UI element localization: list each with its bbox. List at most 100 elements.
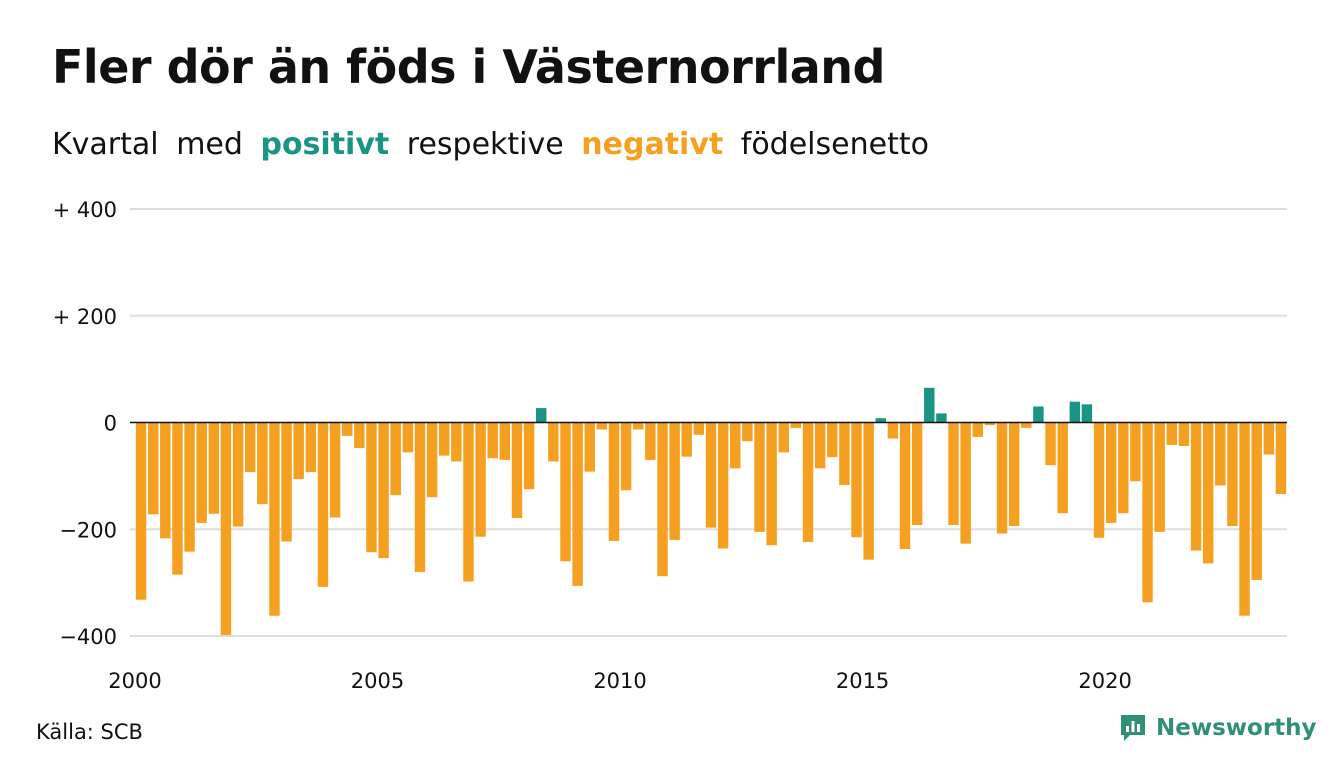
bar — [402, 422, 414, 453]
subtitle-text-respektive: respektive — [406, 127, 564, 162]
bar — [681, 422, 692, 457]
bar — [160, 422, 171, 539]
subtitle-text-kvartal: Kvartal — [52, 127, 159, 162]
bar — [766, 422, 777, 546]
bar — [717, 422, 729, 549]
bar — [972, 422, 983, 437]
chart-subtitle: Kvartal med positivt respektive negativt… — [52, 127, 929, 162]
bar — [1033, 406, 1044, 423]
bar — [1142, 422, 1153, 603]
bar — [293, 422, 304, 480]
bar — [378, 422, 389, 559]
bar — [839, 422, 850, 485]
bar — [390, 422, 401, 496]
bar — [439, 422, 450, 456]
bar — [305, 422, 317, 473]
bar — [1057, 422, 1068, 514]
newsworthy-brand: Newsworthy — [1118, 712, 1317, 744]
bar — [487, 422, 498, 459]
bar — [814, 422, 826, 469]
bar — [1263, 422, 1275, 455]
x-tick-label: 2010 — [593, 669, 646, 693]
bar — [790, 422, 802, 428]
bar-chart: + 400 + 200 0 −200 −400 2000 2005 2010 2015 2020 — [53, 198, 1287, 693]
bar — [354, 422, 365, 449]
subtitle-text-med: med — [176, 127, 243, 162]
bar — [426, 422, 438, 498]
subtitle-text-fodelsenetto: födelsenetto — [740, 127, 929, 162]
bar — [984, 422, 996, 426]
bar — [705, 422, 717, 528]
bar — [899, 422, 911, 549]
bar — [475, 422, 486, 537]
bar — [1202, 422, 1214, 564]
bar — [317, 422, 329, 587]
bar — [778, 422, 789, 453]
bar — [693, 422, 705, 435]
bar — [208, 422, 220, 514]
bar — [257, 422, 268, 505]
bar — [1105, 422, 1117, 523]
bar — [536, 408, 547, 423]
bar — [1239, 422, 1250, 616]
bar — [596, 422, 608, 430]
bar — [560, 422, 571, 562]
y-tick-label: + 400 — [53, 198, 117, 222]
bar — [608, 422, 620, 541]
source-note: Källa: SCB — [36, 720, 143, 744]
bar — [1215, 422, 1226, 486]
bar — [281, 422, 292, 542]
bar — [827, 422, 838, 458]
bar — [147, 422, 159, 515]
bar — [1069, 401, 1081, 423]
bar — [742, 422, 753, 442]
bar — [1251, 422, 1262, 580]
bar — [948, 422, 959, 525]
bar — [1093, 422, 1105, 538]
y-tick-label: −200 — [59, 518, 117, 542]
bar — [523, 422, 535, 490]
bar — [754, 422, 765, 532]
x-axis-labels: 2000 2005 2010 2015 2020 — [108, 669, 1132, 693]
subtitle-positive-label: positivt — [260, 127, 390, 162]
bar — [1275, 422, 1287, 495]
bar — [1118, 422, 1129, 514]
bar — [548, 422, 559, 462]
bar — [730, 422, 741, 469]
bar — [863, 422, 874, 560]
bar — [584, 422, 595, 472]
bar — [851, 422, 862, 538]
bar — [911, 422, 923, 525]
bar — [342, 422, 353, 436]
bar — [620, 422, 632, 491]
bar — [244, 422, 256, 473]
bar — [875, 418, 886, 423]
bar — [924, 387, 935, 423]
x-tick-label: 2020 — [1078, 669, 1131, 693]
bar — [463, 422, 474, 582]
bar — [1021, 422, 1032, 428]
bar — [511, 422, 523, 519]
chart-title: Fler dör än föds i Västernorrland — [52, 40, 885, 94]
bar — [669, 422, 680, 540]
bar — [499, 422, 511, 460]
bar — [1045, 422, 1056, 466]
newsworthy-logo-icon — [1121, 715, 1145, 741]
bar — [1081, 404, 1093, 423]
bar — [1178, 422, 1190, 446]
bar — [645, 422, 656, 460]
bar — [451, 422, 462, 462]
bar — [1008, 422, 1020, 527]
bar — [220, 422, 232, 635]
bar — [572, 422, 583, 586]
bar — [232, 422, 244, 527]
bar — [1190, 422, 1202, 551]
bar — [196, 422, 207, 523]
bar — [960, 422, 971, 544]
y-tick-label: 0 — [104, 412, 117, 436]
bars — [135, 387, 1287, 635]
bar — [936, 413, 947, 423]
subtitle-negative-label: negativt — [581, 127, 724, 162]
x-tick-label: 2005 — [351, 669, 404, 693]
brand-name: Newsworthy — [1156, 715, 1317, 741]
